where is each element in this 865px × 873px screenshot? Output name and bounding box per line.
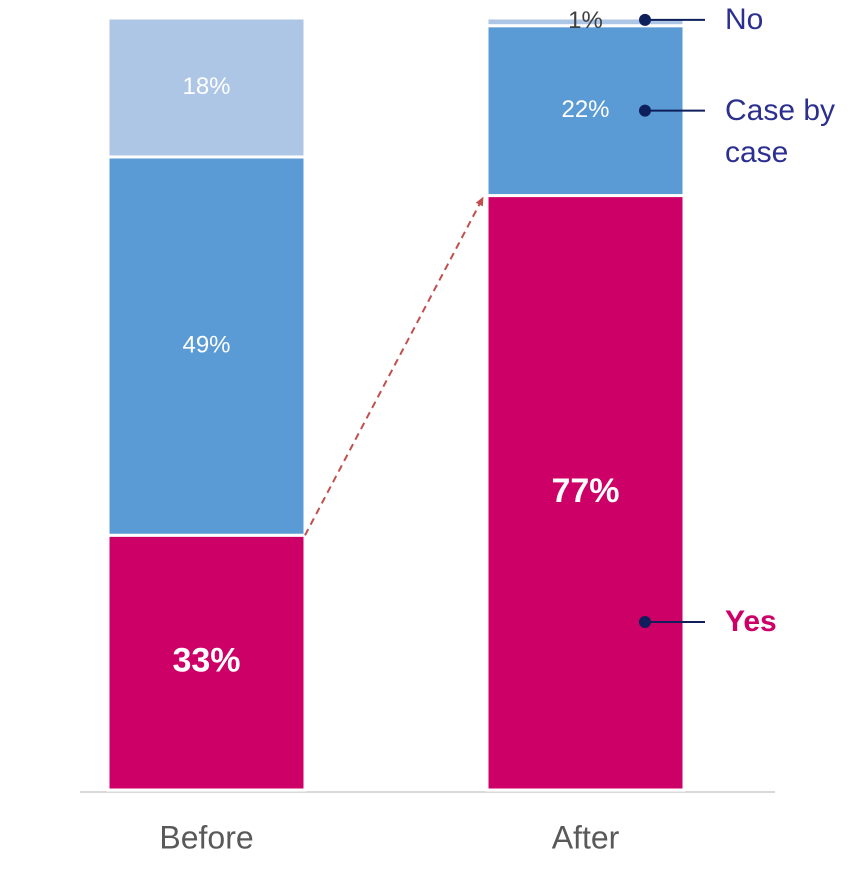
- value-label: 1%: [568, 7, 603, 34]
- legend-dot: [639, 13, 651, 26]
- value-label: 77%: [551, 472, 619, 510]
- value-label: 22%: [561, 96, 609, 123]
- legend-dot: [639, 616, 651, 628]
- value-label: 33%: [172, 642, 240, 680]
- value-label: 49%: [182, 331, 230, 358]
- trend-arrow: [304, 196, 484, 536]
- bar-segment: [485, 16, 686, 28]
- bar-segment: [106, 155, 307, 537]
- bar-segment: [485, 194, 686, 792]
- legend-dot: [639, 104, 651, 117]
- legend-label: Yes: [725, 605, 777, 638]
- legend-label: No: [725, 2, 764, 36]
- bar-segment: [106, 533, 307, 792]
- x-tick-label: After: [552, 819, 620, 855]
- bar-segment: [106, 16, 307, 159]
- x-tick-label: Before: [159, 819, 253, 855]
- legend-label: Case by case: [725, 93, 836, 169]
- value-label: 18%: [182, 73, 230, 100]
